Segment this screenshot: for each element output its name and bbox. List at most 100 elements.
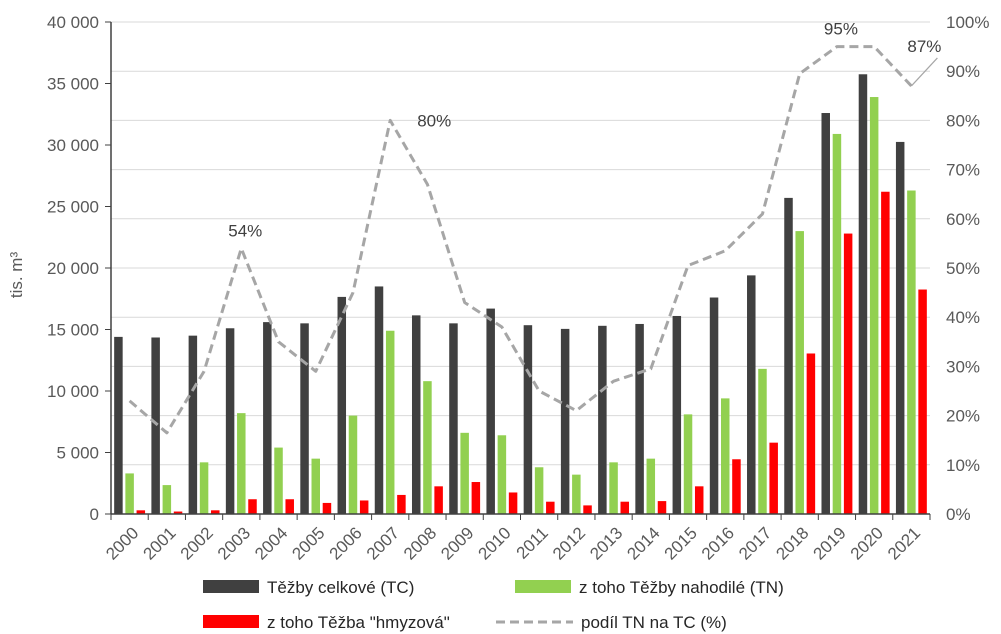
x-tick-label: 2003 xyxy=(214,523,254,563)
x-tick-label: 2010 xyxy=(475,523,515,563)
bar xyxy=(869,97,879,514)
x-tick-label: 2005 xyxy=(288,523,328,563)
y2-tick-label: 0% xyxy=(946,505,971,524)
bar xyxy=(237,413,246,514)
x-tick-label: 2014 xyxy=(623,523,663,563)
bar xyxy=(683,414,693,514)
bar xyxy=(211,510,220,514)
legend-swatch xyxy=(203,615,259,628)
legend-swatch xyxy=(203,580,259,593)
bar xyxy=(806,353,816,514)
x-tick-label: 2001 xyxy=(139,523,179,563)
bar xyxy=(449,323,458,514)
x-tick-label: 2019 xyxy=(810,523,850,563)
bar xyxy=(151,337,160,514)
x-tick-label: 2006 xyxy=(326,523,366,563)
bar xyxy=(225,328,235,514)
line-series xyxy=(128,45,913,435)
x-tick-label: 2015 xyxy=(661,523,701,563)
bar xyxy=(285,499,294,514)
x-tick-label: 2004 xyxy=(251,523,291,563)
bar xyxy=(732,459,741,514)
annotation-label: 54% xyxy=(228,221,262,240)
y2-tick-label: 60% xyxy=(946,210,980,229)
bar xyxy=(173,511,183,514)
bar xyxy=(322,502,332,514)
annotations: 54% 80% 95% 87% xyxy=(228,20,941,241)
bar xyxy=(397,494,406,514)
x-tick-label: 2016 xyxy=(698,523,738,563)
gridlines xyxy=(111,21,930,466)
bar xyxy=(858,74,868,515)
bar xyxy=(162,485,172,514)
bar xyxy=(758,368,767,514)
axes xyxy=(105,21,931,520)
x-tick-label: 2009 xyxy=(437,523,477,563)
bar xyxy=(523,325,533,514)
bar xyxy=(546,501,555,514)
y-tick-label: 5 000 xyxy=(56,444,99,463)
bar xyxy=(635,323,644,514)
bar xyxy=(385,330,395,514)
x-tick-label: 2020 xyxy=(847,523,887,563)
bar xyxy=(694,486,704,514)
bar xyxy=(843,233,853,514)
bar xyxy=(125,473,134,514)
y-tick-label: 20 000 xyxy=(47,259,99,278)
bar xyxy=(832,133,842,514)
bar xyxy=(423,381,432,514)
bar-marks xyxy=(114,74,927,515)
bar xyxy=(747,275,756,514)
line-path xyxy=(128,45,913,435)
bar xyxy=(721,398,730,514)
bar xyxy=(895,141,905,515)
bar xyxy=(609,462,618,514)
bar xyxy=(374,286,384,514)
legend-label: Těžby celkové (TC) xyxy=(267,578,414,597)
bar xyxy=(337,296,347,514)
bar xyxy=(486,308,495,514)
annotation-label: 80% xyxy=(417,111,451,130)
bar xyxy=(311,458,320,514)
legend-label: podíl TN na TC (%) xyxy=(581,613,727,632)
bar xyxy=(508,492,518,514)
bar xyxy=(263,322,272,514)
x-tick-label: 2011 xyxy=(513,523,552,562)
y2-tick-label: 80% xyxy=(946,111,980,130)
y-tick-label: 40 000 xyxy=(47,13,99,32)
x-tick-label: 2017 xyxy=(735,523,775,563)
bar xyxy=(881,191,890,515)
bar xyxy=(583,505,592,514)
bar xyxy=(136,510,146,514)
bar xyxy=(300,323,309,514)
x-tick-label: 2013 xyxy=(586,523,626,563)
bar xyxy=(646,458,656,514)
y-tick-label: 25 000 xyxy=(47,198,99,217)
annotation-leader xyxy=(910,57,938,87)
x-tick-label: 2007 xyxy=(363,523,403,563)
y-tick-label: 15 000 xyxy=(47,321,99,340)
bar xyxy=(348,415,358,514)
bar xyxy=(918,289,927,514)
legend-label: z toho Těžba "hmyzová" xyxy=(267,613,450,632)
bar xyxy=(560,328,570,514)
y-axis-title: tis. m³ xyxy=(7,252,26,299)
bar xyxy=(657,501,667,514)
y2-tick-label: 40% xyxy=(946,308,980,327)
bar xyxy=(907,190,916,514)
bar xyxy=(114,336,123,514)
y-tick-label: 10 000 xyxy=(47,382,99,401)
bar xyxy=(274,447,283,514)
annotation-label: 87% xyxy=(907,37,941,56)
y-tick-label: 30 000 xyxy=(47,136,99,155)
bar xyxy=(598,325,607,514)
y-tick-label: 0 xyxy=(90,505,99,524)
bar xyxy=(672,315,682,514)
x-tick-label: 2018 xyxy=(772,523,812,563)
y2-tick-label: 30% xyxy=(946,357,980,376)
bar xyxy=(769,442,778,514)
bar xyxy=(248,499,257,514)
bar xyxy=(411,315,421,514)
y2-tick-label: 20% xyxy=(946,407,980,426)
